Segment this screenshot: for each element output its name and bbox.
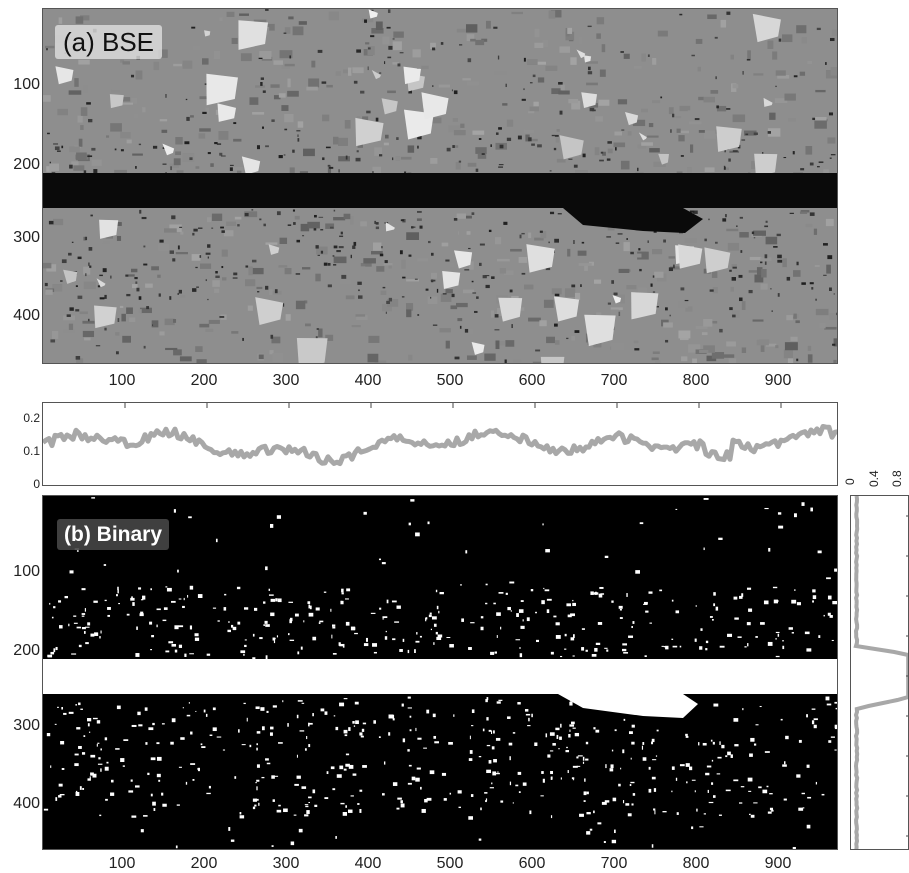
binary-x-tick-300: 300 [272,855,300,872]
binary-x-tick-900: 900 [764,855,792,872]
binary-x-tick-500: 500 [436,855,464,872]
binary-x-tick-400: 400 [354,855,382,872]
bse-x-tick-300: 300 [272,372,300,389]
binary-y-tick-300: 300 [13,717,40,734]
bse-x-tick-800: 800 [682,372,710,389]
binary-micrograph [43,496,837,849]
profile-y-tick-0: 0 [33,477,40,491]
bse-x-tick-700: 700 [600,372,628,389]
binary-panel-label: (b) Binary [57,519,170,550]
bse-x-tick-500: 500 [436,372,464,389]
bse-x-tick-900: 900 [764,372,792,389]
profile-y-tick-0.1: 0.1 [23,444,40,458]
bse-y-tick-200: 200 [13,156,40,173]
bse-crack-band [43,173,837,208]
binary-image-panel: (b) Binary [42,495,838,850]
intensity-profile-line [43,424,837,467]
bse-x-tick-600: 600 [518,372,546,389]
binary-x-tick-600: 600 [518,855,546,872]
bse-y-tick-400: 400 [13,307,40,324]
binary-crack-notch [558,694,698,718]
side-x-tick-0.4: 0.4 [867,470,881,487]
bse-x-tick-100: 100 [108,372,136,389]
binary-y-tick-200: 200 [13,642,40,659]
binary-x-tick-100: 100 [108,855,136,872]
bse-y-tick-300: 300 [13,229,40,246]
intensity-profile-panel [42,402,838,486]
binary-x-tick-200: 200 [190,855,218,872]
profile-y-tick-0.2: 0.2 [23,411,40,425]
binary-x-tick-700: 700 [600,855,628,872]
bse-x-tick-400: 400 [354,372,382,389]
binary-y-tick-400: 400 [13,795,40,812]
side-x-tick-0.8: 0.8 [890,470,904,487]
side-x-tick-0: 0 [843,478,857,485]
side-profile-panel [850,495,909,850]
intensity-profile-plot [43,403,837,467]
side-profile-plot [853,496,908,849]
bse-micrograph [43,9,837,363]
side-profile-line [853,496,908,849]
bse-y-tick-100: 100 [13,76,40,93]
bse-image-panel: (a) BSE [42,8,838,364]
bse-crack-notch [563,208,703,233]
binary-x-tick-800: 800 [682,855,710,872]
binary-crack-band [43,659,837,694]
bse-panel-label: (a) BSE [55,25,163,59]
binary-y-tick-100: 100 [13,563,40,580]
bse-x-tick-200: 200 [190,372,218,389]
